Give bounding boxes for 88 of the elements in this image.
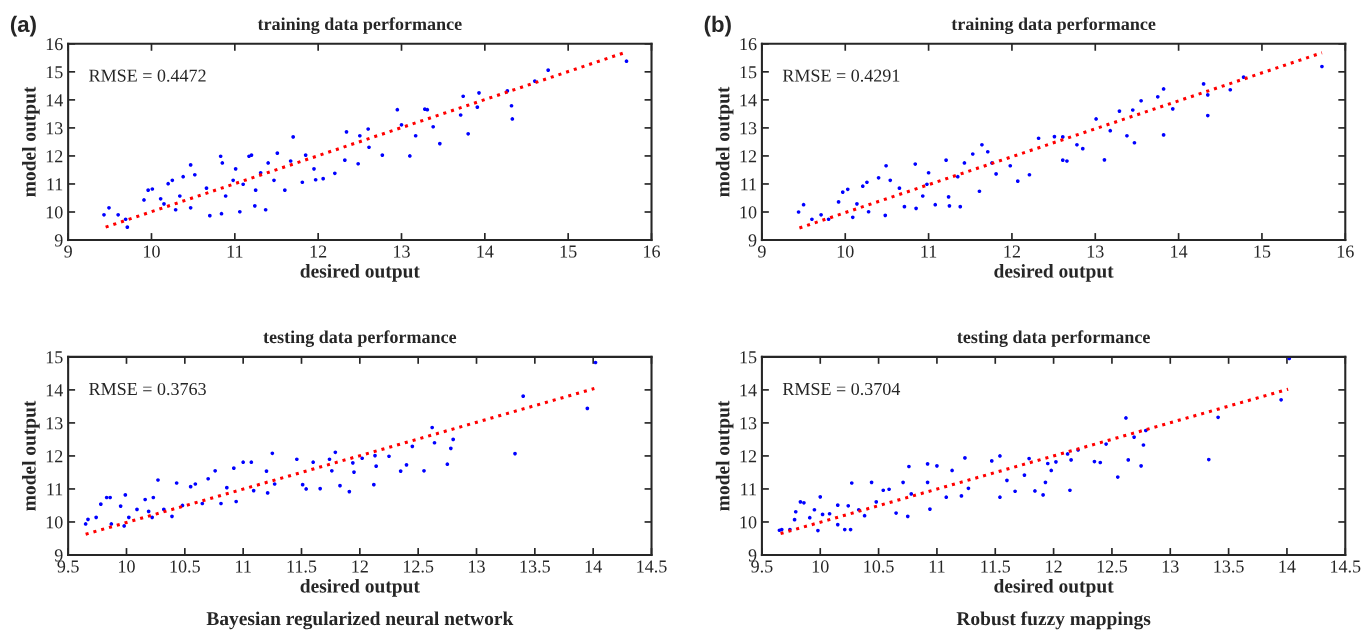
x-tick-label: 14 [1279,560,1296,573]
y-tick-label: 10 [740,206,757,219]
x-tick-label: 10 [144,245,160,258]
x-axis-title: desired output [300,264,420,282]
y-tick-label: 12 [46,450,63,463]
y-tick-label: 15 [46,66,63,79]
annotation: RMSE = 0.4472 [89,69,206,82]
text: (b) [704,15,731,37]
annotation: RMSE = 0.3704 [782,382,901,396]
x-tick-label: 10 [119,560,135,573]
y-axis-title: model output [22,400,40,511]
x-tick-label: 11 [236,560,251,573]
x-axis-title: desired output [300,579,420,597]
y-tick-label: 14 [740,384,757,397]
y-tick-label: 14 [740,94,757,107]
chart-title: training data performance [257,17,462,34]
x-tick-label: 13.5 [520,560,550,573]
x-tick-label: 12 [1004,245,1020,258]
y-tick-label: 12 [740,450,757,463]
x-tick-label: 16 [644,245,660,258]
x-tick-label: 14 [585,560,602,573]
x-tick-label: 12 [1046,560,1062,573]
x-axis-title: desired output [994,579,1114,597]
y-tick-label: 16 [46,38,63,51]
x-tick-label: 13 [1087,245,1104,258]
y-tick-label: 13 [740,417,757,430]
x-tick-label: 14 [1171,245,1188,258]
x-tick-label: 13 [469,560,485,573]
y-tick-label: 11 [47,483,63,496]
x-tick-label: 10 [837,245,854,258]
chart-title: testing data performance [263,330,457,347]
x-tick-label: 9 [757,245,766,258]
y-tick-label: 13 [740,122,757,135]
x-tick-label: 10 [812,560,829,573]
x-tick-label: 9 [64,245,72,258]
y-tick-label: 11 [47,178,63,191]
y-tick-label: 16 [740,38,757,51]
x-tick-label: 11.5 [287,560,317,573]
x-tick-label: 12 [310,245,327,258]
x-tick-label: 13 [394,245,410,258]
y-axis-title: model output [22,86,40,197]
y-tick-label: 15 [740,66,757,79]
y-tick-label: 14 [46,94,64,107]
x-tick-label: 14.5 [1331,560,1361,573]
x-tick-label: 14 [477,245,494,258]
x-tick-label: 12.5 [1097,560,1128,573]
annotation: RMSE = 0.3763 [89,382,206,396]
y-tick-label: 10 [46,206,63,219]
y-tick-label: 15 [46,351,63,364]
y-tick-label: 13 [46,122,63,135]
text: (a) [10,15,36,37]
x-tick-label: 11 [929,560,945,573]
y-tick-label: 9 [54,549,63,562]
y-tick-label: 15 [740,351,757,364]
x-tick-label: 14.5 [637,560,667,573]
x-tick-label: 15 [1254,245,1271,258]
x-tick-label: 9.5 [751,560,773,573]
x-tick-label: 15 [560,245,577,258]
x-tick-label: 9.5 [57,560,79,573]
x-tick-label: 10.5 [170,560,200,573]
y-tick-label: 9 [54,234,63,247]
x-tick-label: 12 [352,560,368,573]
text: Robust fuzzy mappings [956,611,1151,630]
x-tick-label: 11 [921,245,937,258]
y-tick-label: 11 [741,178,756,191]
y-tick-label: 13 [46,417,63,430]
text: Bayesian regularized neural network [206,611,514,630]
y-tick-label: 12 [740,150,757,163]
y-tick-label: 11 [741,483,756,496]
y-tick-label: 12 [46,150,63,163]
y-tick-label: 9 [748,234,757,247]
y-tick-label: 10 [46,516,63,529]
x-tick-label: 11.5 [981,560,1011,573]
y-tick-label: 10 [740,516,757,529]
chart-title: training data performance [951,17,1156,34]
y-axis-title: model output [715,400,734,511]
chart-title: testing data performance [957,330,1150,347]
x-tick-label: 13 [1162,560,1179,573]
x-tick-label: 10.5 [864,560,894,573]
annotation: RMSE = 0.4291 [782,69,900,82]
x-tick-label: 13.5 [1214,560,1244,573]
x-tick-label: 11 [227,245,243,258]
y-tick-label: 9 [748,549,757,562]
y-axis-title: model output [715,86,734,197]
y-tick-label: 14 [46,384,64,397]
x-tick-label: 12.5 [403,560,434,573]
x-axis-title: desired output [994,264,1114,282]
x-tick-label: 16 [1337,245,1354,258]
